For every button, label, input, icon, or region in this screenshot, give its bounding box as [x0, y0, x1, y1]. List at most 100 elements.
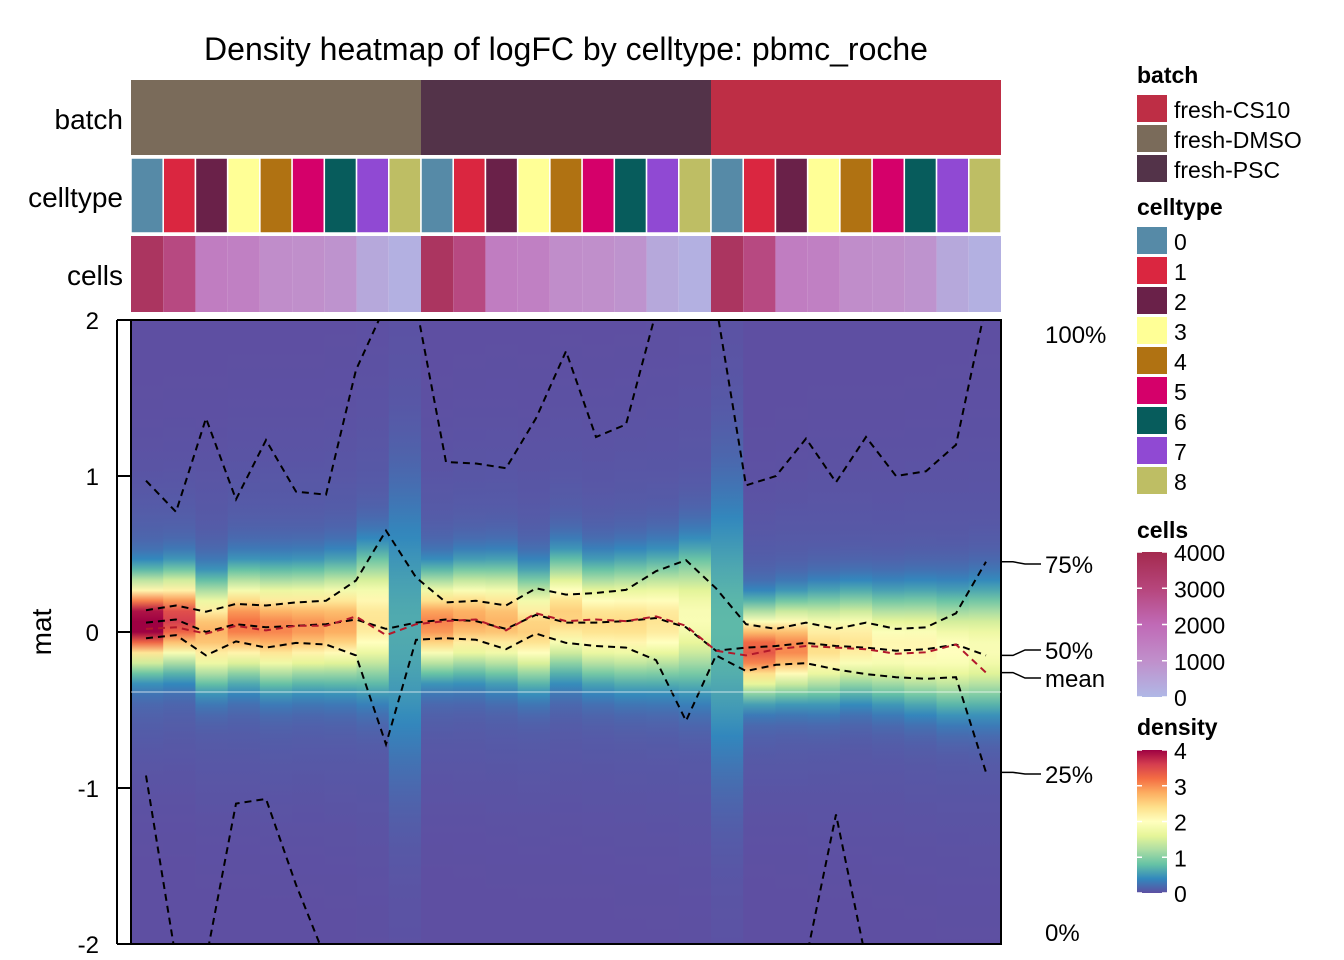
density-column: [582, 320, 615, 944]
density-column: [743, 320, 776, 944]
quantile-line-0pct: [145, 775, 864, 944]
batch-annotation-cell: [711, 80, 1001, 155]
celltype-annotation-cell: [645, 157, 680, 234]
cells-annotation-cell: [324, 236, 357, 312]
legend-label: 7: [1174, 439, 1187, 465]
quantile-label-75: 75%: [1045, 552, 1093, 579]
legend-label: fresh-CS10: [1174, 97, 1290, 123]
legend-swatch: [1137, 347, 1167, 374]
y-axis-label: mat: [26, 608, 57, 655]
celltype-annotation-cell: [291, 157, 326, 234]
celltype-annotation-cell: [871, 157, 906, 234]
annotation-label-batch: batch: [55, 104, 124, 135]
legend-swatch: [1137, 155, 1167, 182]
legend-tick-label: 2: [1174, 810, 1187, 836]
legend-label: fresh-PSC: [1174, 157, 1280, 183]
legend-label: 1: [1174, 259, 1187, 285]
quantile-line-100pct: [145, 320, 984, 514]
cells-annotation-cell: [195, 236, 228, 312]
quantile-label-mean: mean: [1045, 666, 1105, 693]
legend-swatch: [1137, 95, 1167, 122]
density-heatmap-body: [131, 320, 1002, 944]
cells-annotation-cell: [163, 236, 196, 312]
cells-annotation-cell: [936, 236, 969, 312]
celltype-annotation-cell: [388, 157, 422, 234]
y-tick-label: -1: [78, 776, 99, 803]
celltype-annotation-cell: [613, 157, 648, 234]
celltype-annotation-cell: [839, 157, 873, 234]
celltype-annotation-cell: [549, 157, 583, 234]
celltype-annotation-cell: [581, 157, 616, 234]
density-column: [421, 320, 454, 944]
legend-swatch: [1137, 287, 1167, 314]
legend-swatch: [1137, 257, 1167, 284]
legend-swatch: [1137, 407, 1167, 434]
legend-tick-label: 4: [1174, 738, 1187, 764]
cells-annotation-cell: [356, 236, 389, 312]
legend-label: fresh-DMSO: [1174, 127, 1302, 153]
density-column: [227, 320, 261, 944]
legend-swatch: [1137, 377, 1167, 404]
quantile-labels: 100% 75% 50% mean 25% 0%: [1045, 322, 1106, 947]
celltype-annotation-cell: [903, 157, 938, 234]
cells-annotation-cell: [388, 236, 421, 312]
legend-title: cells: [1137, 517, 1188, 543]
legend-label: 8: [1174, 469, 1187, 495]
density-column: [872, 320, 905, 944]
legend-label: 6: [1174, 409, 1187, 435]
cells-annotation-cell: [711, 236, 744, 312]
cells-annotation-cell: [807, 236, 840, 312]
cells-annotation-cell: [421, 236, 454, 312]
quantile-line-50pct: [145, 613, 987, 657]
cells-annotation-cell: [227, 236, 260, 312]
legend-title: batch: [1137, 62, 1198, 88]
celltype-annotation-cell: [678, 157, 712, 234]
annotation-bars: [130, 80, 1002, 312]
legends: batch fresh-CS10 fresh-DMSO fresh-PSC cellty…: [1137, 62, 1302, 907]
cells-annotation-cell: [775, 236, 808, 312]
celltype-annotation-cell: [323, 157, 358, 234]
legend-swatch: [1137, 437, 1167, 464]
y-axis: 2 1 0 -1 -2: [78, 308, 131, 959]
cells-annotation-cell: [582, 236, 615, 312]
celltype-annotation-cell: [742, 157, 777, 234]
density-column: [324, 320, 358, 944]
chart-title: Density heatmap of logFC by celltype: pb…: [204, 31, 928, 67]
celltype-annotation-cell: [194, 157, 229, 234]
density-column: [614, 320, 648, 944]
density-column: [453, 320, 486, 944]
quantile-connector: [1001, 561, 1041, 565]
cells-annotation-cell: [678, 236, 711, 312]
cells-annotation-cell: [839, 236, 873, 312]
density-column: [904, 320, 938, 944]
cells-annotation-cell: [549, 236, 583, 312]
celltype-annotation-cell: [935, 157, 970, 234]
celltype-annotation-cell: [774, 157, 809, 234]
density-column: [163, 320, 196, 944]
quantile-line-mean: [145, 612, 987, 674]
legend-label: 3: [1174, 319, 1187, 345]
celltype-annotation-cell: [130, 157, 164, 234]
cells-annotation-cell: [904, 236, 937, 312]
density-column: [646, 320, 680, 944]
density-column: [549, 320, 583, 944]
legend-label: 5: [1174, 379, 1187, 405]
density-column: [356, 320, 390, 944]
y-tick-label: -2: [78, 932, 99, 959]
celltype-annotation-cell: [355, 157, 390, 234]
celltype-annotation-cell: [806, 157, 841, 234]
cells-annotation-cell: [453, 236, 486, 312]
batch-annotation-cell: [131, 80, 421, 155]
quantile-line-25pct: [145, 632, 987, 773]
quantile-connector: [1001, 649, 1041, 657]
legend-label: 0: [1174, 229, 1187, 255]
density-column: [807, 320, 841, 944]
cells-annotation-cell: [646, 236, 679, 312]
cells-annotation-cell: [259, 236, 293, 312]
density-column: [711, 320, 744, 944]
density-column: [517, 320, 551, 944]
density-column: [292, 320, 325, 944]
batch-annotation-cell: [421, 80, 711, 155]
quantile-label-25: 25%: [1045, 762, 1093, 789]
